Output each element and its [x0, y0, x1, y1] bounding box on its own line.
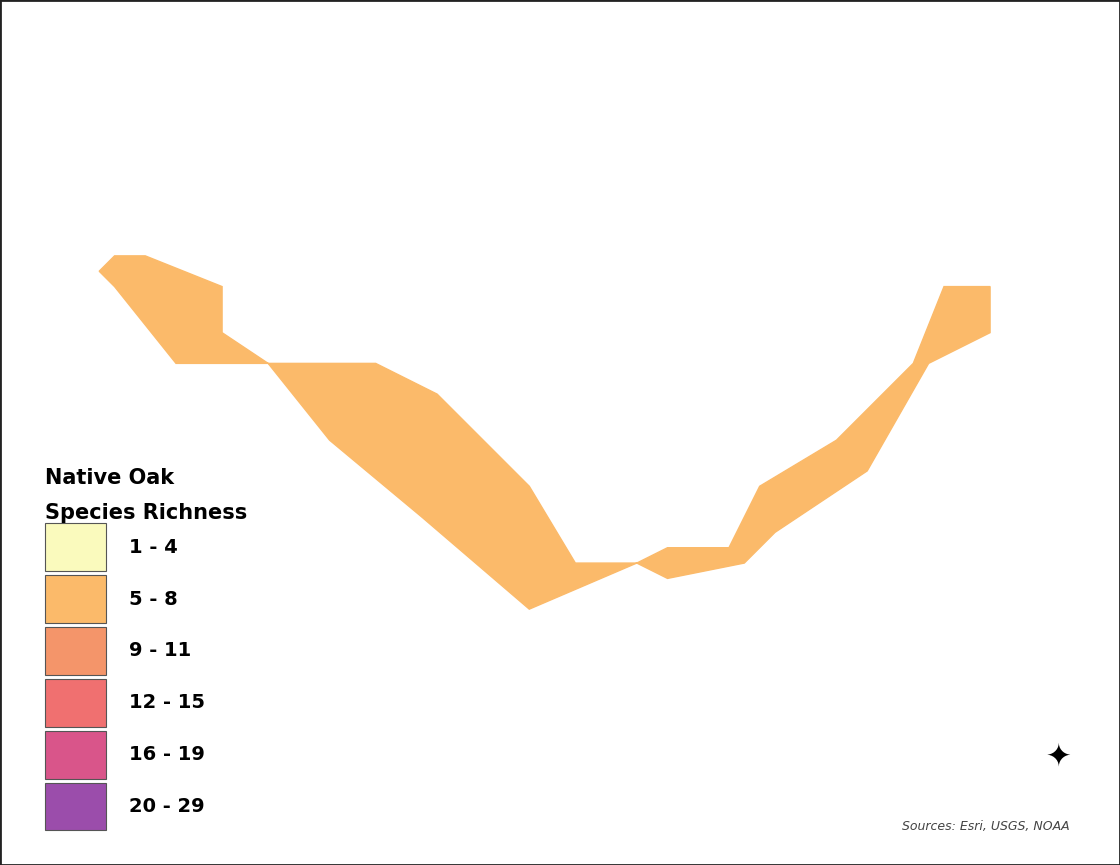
Text: Species Richness: Species Richness — [45, 503, 248, 523]
Text: ✦: ✦ — [1046, 742, 1071, 772]
Text: 16 - 19: 16 - 19 — [129, 746, 205, 764]
Text: 5 - 8: 5 - 8 — [129, 590, 178, 608]
Polygon shape — [100, 256, 990, 609]
Text: Native Oak: Native Oak — [45, 469, 174, 489]
Text: 9 - 11: 9 - 11 — [129, 642, 192, 660]
Text: 20 - 29: 20 - 29 — [129, 798, 205, 816]
Text: Sources: Esri, USGS, NOAA: Sources: Esri, USGS, NOAA — [902, 820, 1070, 833]
Text: 1 - 4: 1 - 4 — [129, 538, 178, 556]
Text: 12 - 15: 12 - 15 — [129, 694, 205, 712]
